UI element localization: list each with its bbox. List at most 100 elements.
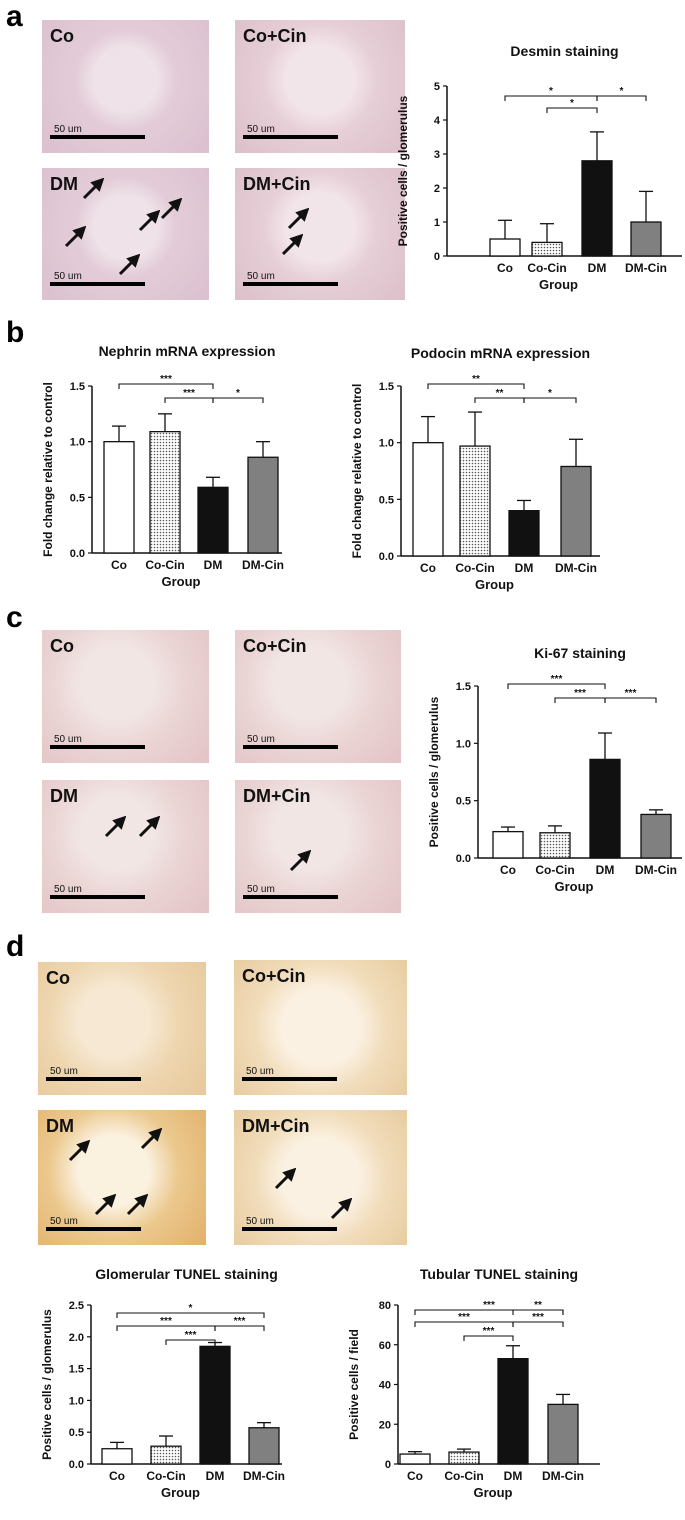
chart-title: Ki-67 staining xyxy=(534,645,626,661)
significance-label: * xyxy=(549,86,553,97)
y-tick-label: 0.0 xyxy=(379,551,394,563)
scale-bar xyxy=(50,895,145,899)
significance-label: * xyxy=(236,388,240,399)
micrograph-c-cocin: Co+Cin 50 um xyxy=(235,630,401,763)
significance-label: *** xyxy=(574,688,586,699)
significance-label: *** xyxy=(183,388,195,399)
significance-bracket xyxy=(596,95,647,101)
y-tick-label: 1.5 xyxy=(69,1364,84,1376)
y-tick-label: 0.0 xyxy=(69,1459,84,1471)
scale-bar xyxy=(243,282,338,286)
panel-letter-d: d xyxy=(6,930,25,963)
x-tick-label: Co xyxy=(500,863,516,877)
significance-bracket xyxy=(507,683,606,689)
significance-label: * xyxy=(570,98,574,109)
scale-label: 50 um xyxy=(246,1216,274,1227)
significance-bracket xyxy=(512,1309,564,1315)
x-tick-label: Co-Cin xyxy=(146,1469,185,1483)
micrograph-label: DM xyxy=(50,786,78,806)
bar xyxy=(508,510,540,557)
panel-letter-c: c xyxy=(6,601,23,634)
y-tick-label: 0 xyxy=(385,1459,391,1471)
y-tick-label: 5 xyxy=(434,81,440,93)
bar xyxy=(531,241,563,257)
panel-letter-a: a xyxy=(6,0,23,33)
scale-bar xyxy=(243,745,338,749)
significance-bracket xyxy=(604,697,657,703)
y-tick-label: 1.5 xyxy=(456,681,471,693)
bar xyxy=(640,813,672,859)
x-tick-label: DM xyxy=(515,561,534,575)
y-axis-label: Positive cells / field xyxy=(347,1329,361,1440)
y-tick-label: 1.5 xyxy=(70,381,85,393)
significance-label: * xyxy=(548,388,552,399)
arrow-icon xyxy=(160,198,182,220)
x-tick-label: Co xyxy=(109,1469,125,1483)
bar xyxy=(492,830,524,859)
micrograph-d-dm: DM 50 um xyxy=(38,1110,206,1245)
y-axis-label: Positive cells / glomerulus xyxy=(427,696,441,847)
scale-bar xyxy=(243,135,338,139)
bar xyxy=(560,465,592,557)
scale-bar xyxy=(46,1077,141,1081)
chart-title: Nephrin mRNA expression xyxy=(99,343,276,359)
significance-bracket xyxy=(427,383,525,389)
arrow-icon xyxy=(126,1194,148,1216)
x-tick-label: DM xyxy=(596,863,615,877)
micrograph-a-dm: DM 50 um xyxy=(42,168,209,300)
micrograph-a-co: Co 50 um xyxy=(42,20,209,153)
micrograph-d-co: Co 50 um xyxy=(38,962,206,1095)
chart-title: Desmin staining xyxy=(510,43,618,59)
significance-label: *** xyxy=(234,1316,246,1327)
scale-bar xyxy=(243,895,338,899)
scale-label: 50 um xyxy=(247,271,275,282)
significance-label: *** xyxy=(532,1312,544,1323)
bar xyxy=(630,221,662,257)
y-tick-label: 0.0 xyxy=(456,853,471,865)
x-tick-label: Co xyxy=(407,1469,423,1483)
significance-label: *** xyxy=(458,1312,470,1323)
arrow-icon xyxy=(140,1128,162,1150)
y-tick-label: 20 xyxy=(379,1419,391,1431)
arrow-icon xyxy=(64,226,86,248)
significance-label: *** xyxy=(625,688,637,699)
micrograph-label: Co+Cin xyxy=(243,636,307,656)
bar xyxy=(103,441,135,554)
x-tick-label: Co-Cin xyxy=(527,261,566,275)
micrograph-label: DM+Cin xyxy=(243,174,311,194)
scale-bar xyxy=(50,282,145,286)
y-tick-label: 60 xyxy=(379,1340,391,1352)
significance-bracket xyxy=(116,1312,265,1318)
scale-label: 50 um xyxy=(54,124,82,135)
y-axis-label: Positive cells / glomerulus xyxy=(396,95,410,246)
y-tick-label: 1.0 xyxy=(379,438,394,450)
bar xyxy=(199,1345,231,1465)
bar xyxy=(412,442,444,557)
x-tick-label: Co-Cin xyxy=(145,558,184,572)
y-tick-label: 1.5 xyxy=(379,381,394,393)
x-tick-label: Co xyxy=(111,558,127,572)
scale-bar xyxy=(50,135,145,139)
significance-bracket xyxy=(463,1335,514,1341)
significance-label: ** xyxy=(496,388,504,399)
panel-letter-b: b xyxy=(6,316,25,349)
bar xyxy=(247,456,279,554)
x-tick-label: Co-Cin xyxy=(455,561,494,575)
significance-bracket xyxy=(118,383,214,389)
x-tick-label: DM xyxy=(204,558,223,572)
bar xyxy=(547,1403,579,1465)
arrow-icon xyxy=(281,234,303,256)
x-axis-label: Group xyxy=(555,879,594,894)
bar xyxy=(101,1448,133,1465)
y-axis-label: Fold change relative to control xyxy=(350,384,364,559)
scale-label: 50 um xyxy=(246,1066,274,1077)
arrow-icon xyxy=(330,1198,352,1220)
y-tick-label: 2.0 xyxy=(69,1332,84,1344)
micrograph-a-dmcin: DM+Cin 50 um xyxy=(235,168,405,300)
scale-label: 50 um xyxy=(247,734,275,745)
significance-label: *** xyxy=(160,1316,172,1327)
micrograph-a-cocin: Co+Cin 50 um xyxy=(235,20,405,153)
x-tick-label: DM-Cin xyxy=(625,261,667,275)
significance-label: ** xyxy=(472,374,480,385)
arrow-icon xyxy=(138,816,160,838)
